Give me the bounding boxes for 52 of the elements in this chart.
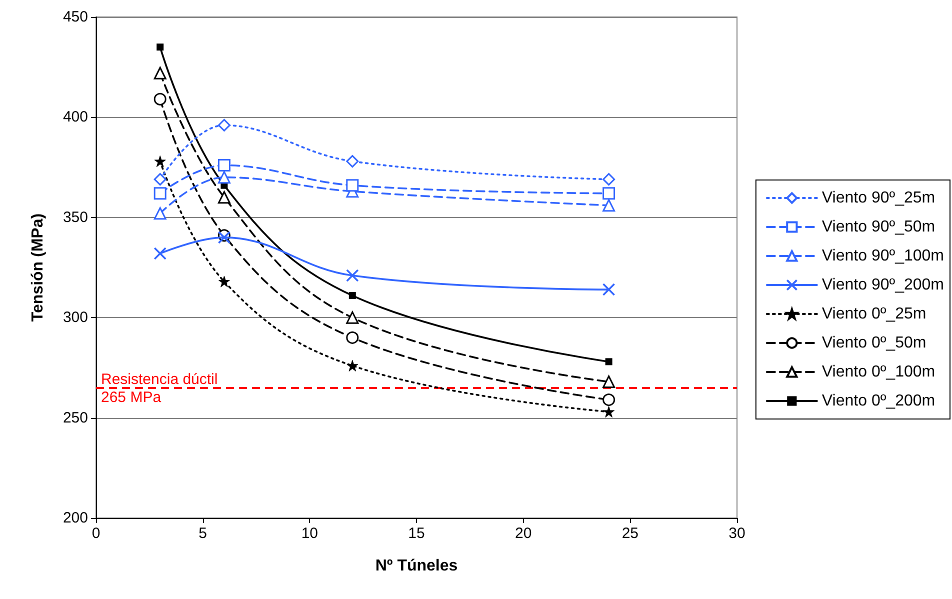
x-tick-label: 30: [728, 525, 746, 542]
y-tick-label: 300: [62, 309, 88, 326]
point: [346, 331, 359, 344]
x-tick-label: 15: [408, 525, 425, 542]
ref-line-label: Resistencia dúctil 265 MPa: [101, 371, 218, 406]
point: [346, 179, 359, 192]
point: [605, 358, 612, 366]
legend-label: Viento 90º_25m: [822, 190, 936, 206]
legend-label: Viento 0º_100m: [822, 364, 936, 380]
point: [346, 311, 359, 324]
point: [154, 66, 166, 80]
point: [602, 199, 616, 212]
point: [218, 159, 230, 172]
legend-label: Viento 90º_100m: [822, 248, 944, 264]
x-tick-label: 25: [622, 525, 639, 542]
point: [154, 247, 166, 260]
x-tick-label: 0: [92, 525, 100, 542]
y-axis-title: Tensión (MPa): [30, 213, 46, 322]
point: [154, 187, 166, 200]
y-tick-label: 450: [62, 8, 88, 26]
legend-label: Viento 90º_200m: [822, 276, 944, 294]
x-tick-label: 20: [514, 525, 532, 542]
point: [218, 191, 230, 204]
legend-label: Viento 0º_200m: [822, 392, 936, 410]
point: [348, 292, 356, 300]
y-tick-label: 350: [62, 208, 88, 226]
point: [156, 44, 164, 51]
point: [218, 171, 230, 184]
point: [218, 118, 230, 132]
point: [346, 360, 358, 372]
y-tick-label: 250: [62, 409, 88, 426]
x-tick-label: 5: [198, 525, 208, 542]
point: [154, 173, 166, 186]
x-axis-title: Nº Túneles: [375, 558, 458, 574]
y-tick-label: 200: [62, 510, 88, 526]
point: [602, 187, 616, 200]
point: [154, 207, 166, 220]
point: [154, 156, 166, 168]
point: [346, 155, 359, 168]
point: [602, 173, 616, 186]
point: [346, 269, 359, 282]
point: [602, 283, 616, 296]
x-tick-label: 10: [301, 525, 318, 542]
y-tick-label: 400: [62, 108, 88, 126]
point: [218, 276, 230, 288]
legend-label: Viento 90º_50m: [822, 218, 936, 236]
legend-label: Viento 0º_25m: [822, 306, 926, 322]
point: [154, 92, 166, 106]
point: [602, 375, 616, 388]
point: [602, 394, 616, 406]
legend-label: Viento 0º_50m: [822, 334, 926, 352]
point: [603, 406, 615, 418]
